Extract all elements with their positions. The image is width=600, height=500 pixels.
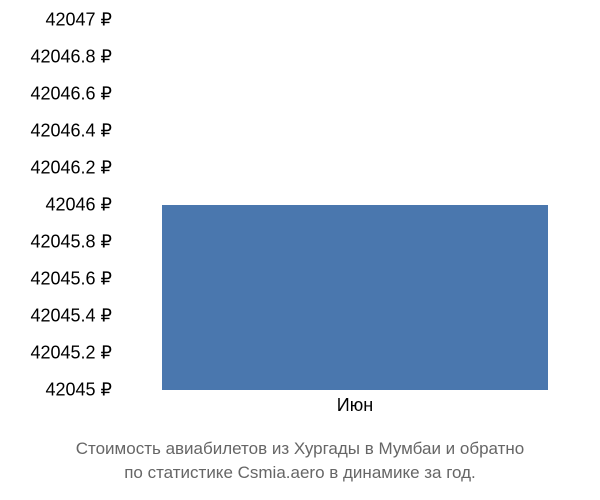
y-tick-label: 42046 ₽ [45, 195, 112, 216]
y-tick-label: 42045.2 ₽ [30, 343, 112, 364]
y-tick-label: 42045.4 ₽ [30, 306, 112, 327]
y-tick-label: 42045.6 ₽ [30, 269, 112, 290]
y-axis: 42047 ₽ 42046.8 ₽ 42046.6 ₽ 42046.4 ₽ 42… [0, 20, 120, 390]
y-tick-label: 42047 ₽ [45, 10, 112, 31]
y-tick-label: 42045.8 ₽ [30, 232, 112, 253]
chart-caption: Стоимость авиабилетов из Хургады в Мумба… [0, 437, 600, 485]
y-tick-label: 42045 ₽ [45, 380, 112, 401]
y-tick-label: 42046.8 ₽ [30, 47, 112, 68]
bar-jun [162, 205, 547, 390]
caption-line-1: Стоимость авиабилетов из Хургады в Мумба… [76, 439, 525, 458]
caption-line-2: по статистике Csmia.aero в динамике за г… [124, 463, 476, 482]
y-tick-label: 42046.6 ₽ [30, 84, 112, 105]
x-tick-label: Июн [337, 395, 373, 416]
y-tick-label: 42046.4 ₽ [30, 121, 112, 142]
y-tick-label: 42046.2 ₽ [30, 158, 112, 179]
plot-area: Июн [120, 20, 590, 390]
price-chart: 42047 ₽ 42046.8 ₽ 42046.6 ₽ 42046.4 ₽ 42… [0, 0, 600, 420]
